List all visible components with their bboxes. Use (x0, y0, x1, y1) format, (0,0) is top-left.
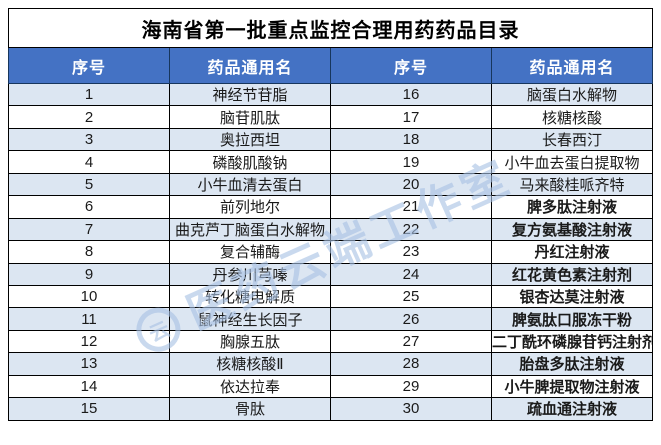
drug-name-cell: 核糖核酸 (491, 105, 653, 129)
table-row: 11 鼠神经生长因子 26 脾氨肽口服冻干粉 (8, 307, 653, 331)
page-title: 海南省第一批重点监控合理用药药品目录 (8, 8, 653, 48)
drug-name-cell: 疏血通注射液 (491, 397, 653, 421)
table-row: 5 小牛血清去蛋白 20 马来酸桂哌齐特 (8, 172, 653, 197)
column-header-name-right: 药品通用名 (491, 47, 653, 84)
row-number-cell: 25 (330, 284, 492, 309)
row-number-cell: 6 (8, 195, 170, 219)
drug-name-cell: 脾多肽注射液 (491, 195, 653, 219)
row-number-cell: 22 (330, 217, 492, 242)
row-number-cell: 24 (330, 262, 492, 286)
column-header-name-left: 药品通用名 (169, 47, 331, 84)
drug-name-cell: 前列地尔 (169, 195, 331, 219)
row-number-cell: 23 (330, 240, 492, 264)
table-row: 12 胸腺五肽 27 二丁酰环磷腺苷钙注射剂 (8, 329, 653, 354)
row-number-cell: 14 (8, 374, 170, 399)
drug-name-cell: 依达拉奉 (169, 374, 331, 399)
row-number-cell: 15 (8, 397, 170, 421)
row-number-cell: 29 (330, 374, 492, 399)
table-row: 14 依达拉奉 29 小牛脾提取物注射液 (8, 374, 653, 399)
row-number-cell: 26 (330, 307, 492, 331)
drug-name-cell: 复方氨基酸注射液 (491, 217, 653, 242)
drug-name-cell: 小牛血清去蛋白 (169, 172, 331, 197)
drug-name-cell: 丹参川芎嗪 (169, 262, 331, 286)
drug-name-cell: 核糖核酸Ⅱ (169, 352, 331, 376)
row-number-cell: 3 (8, 127, 170, 152)
row-number-cell: 11 (8, 307, 170, 331)
drug-name-cell: 银杏达莫注射液 (491, 284, 653, 309)
drug-name-cell: 胸腺五肽 (169, 329, 331, 354)
drug-name-cell: 神经节苷脂 (169, 82, 331, 107)
row-number-cell: 28 (330, 352, 492, 376)
drug-name-cell: 鼠神经生长因子 (169, 307, 331, 331)
drug-name-cell: 脑苷肌肽 (169, 105, 331, 129)
column-header-index-left: 序号 (8, 47, 170, 84)
row-number-cell: 13 (8, 352, 170, 376)
row-number-cell: 30 (330, 397, 492, 421)
table-row: 8 复合辅酶 23 丹红注射液 (8, 240, 653, 264)
drug-name-cell: 长春西汀 (491, 127, 653, 152)
table-row: 1 神经节苷脂 16 脑蛋白水解物 (8, 82, 653, 107)
table-row: 15 骨肽 30 疏血通注射液 (8, 397, 653, 421)
drug-name-cell: 磷酸肌酸钠 (169, 150, 331, 174)
row-number-cell: 16 (330, 82, 492, 107)
drug-name-cell: 二丁酰环磷腺苷钙注射剂 (491, 329, 653, 354)
column-header-index-right: 序号 (330, 47, 492, 84)
row-number-cell: 2 (8, 105, 170, 129)
row-number-cell: 7 (8, 217, 170, 242)
row-number-cell: 5 (8, 172, 170, 197)
drug-name-cell: 丹红注射液 (491, 240, 653, 264)
row-number-cell: 8 (8, 240, 170, 264)
row-number-cell: 18 (330, 127, 492, 152)
table-row: 4 磷酸肌酸钠 19 小牛血去蛋白提取物 (8, 150, 653, 174)
drug-name-cell: 马来酸桂哌齐特 (491, 172, 653, 197)
drug-name-cell: 奥拉西坦 (169, 127, 331, 152)
drug-name-cell: 胎盘多肽注射液 (491, 352, 653, 376)
row-number-cell: 21 (330, 195, 492, 219)
drug-name-cell: 小牛脾提取物注射液 (491, 374, 653, 399)
row-number-cell: 17 (330, 105, 492, 129)
row-number-cell: 27 (330, 329, 492, 354)
drug-name-cell: 复合辅酶 (169, 240, 331, 264)
drug-name-cell: 曲克芦丁脑蛋白水解物 (169, 217, 331, 242)
drug-name-cell: 脾氨肽口服冻干粉 (491, 307, 653, 331)
drug-name-cell: 小牛血去蛋白提取物 (491, 150, 653, 174)
row-number-cell: 4 (8, 150, 170, 174)
row-number-cell: 12 (8, 329, 170, 354)
title-row: 海南省第一批重点监控合理用药药品目录 (8, 8, 653, 48)
table-row: 3 奥拉西坦 18 长春西汀 (8, 127, 653, 152)
row-number-cell: 9 (8, 262, 170, 286)
drug-name-cell: 脑蛋白水解物 (491, 82, 653, 107)
table-row: 10 转化糖电解质 25 银杏达莫注射液 (8, 284, 653, 309)
row-number-cell: 20 (330, 172, 492, 197)
table-row: 9 丹参川芎嗪 24 红花黄色素注射剂 (8, 262, 653, 286)
drug-name-cell: 转化糖电解质 (169, 284, 331, 309)
drug-name-cell: 骨肽 (169, 397, 331, 421)
row-number-cell: 19 (330, 150, 492, 174)
row-number-cell: 1 (8, 82, 170, 107)
table-row: 7 曲克芦丁脑蛋白水解物 22 复方氨基酸注射液 (8, 217, 653, 242)
drug-name-cell: 红花黄色素注射剂 (491, 262, 653, 286)
drug-catalog-table: 海南省第一批重点监控合理用药药品目录 序号 药品通用名 序号 药品通用名 1 神… (8, 8, 653, 421)
row-number-cell: 10 (8, 284, 170, 309)
table-row: 2 脑苷肌肽 17 核糖核酸 (8, 105, 653, 129)
table-row: 6 前列地尔 21 脾多肽注射液 (8, 195, 653, 219)
table-row: 13 核糖核酸Ⅱ 28 胎盘多肽注射液 (8, 352, 653, 376)
header-row: 序号 药品通用名 序号 药品通用名 (8, 47, 653, 84)
